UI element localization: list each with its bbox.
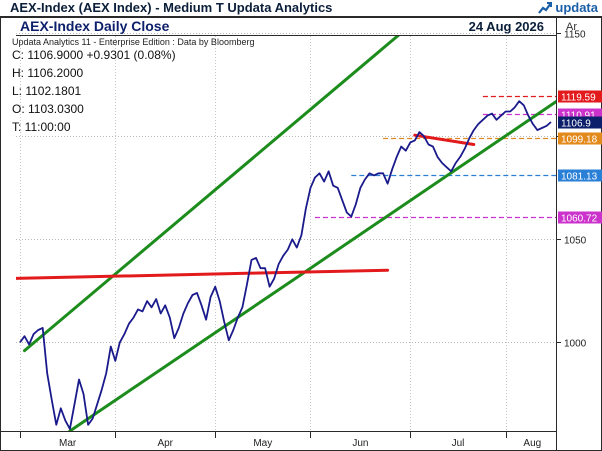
level-label: 1099.18 [561, 135, 598, 146]
x-tick-label: Aug [523, 438, 541, 449]
level-label: 1119.59 [561, 93, 596, 104]
quote-close: C: 1106.9000 +0.9301 (0.08%) [12, 48, 176, 62]
level-label-box [558, 90, 602, 103]
quote-low: L: 1102.1801 [12, 84, 82, 98]
trendline [16, 268, 390, 280]
updata-logo-icon [538, 1, 553, 14]
level-label-box [558, 132, 602, 145]
x-tick-label: Jun [352, 438, 368, 449]
time-axis: Mar Apr May Jun Jul Aug [20, 431, 541, 449]
chart-date: 24 Aug 2026 [469, 19, 544, 34]
x-tick-label: Jul [452, 438, 465, 449]
level-label-box [558, 116, 602, 129]
level-label-box [558, 211, 602, 224]
chart-subtitle: Updata Analytics 11 - Enterprise Edition… [12, 37, 254, 47]
level-label: 1060.72 [561, 214, 598, 225]
quote-high: H: 1106.2000 [12, 66, 83, 80]
price-series [19, 100, 552, 430]
trendline [23, 36, 400, 353]
axis-unit-label: Ar [566, 21, 577, 33]
level-lines [315, 95, 556, 219]
window-title: AEX-Index (AEX Index) - Medium T Updata … [10, 0, 333, 15]
chart-title: AEX-Index Daily Close [20, 18, 170, 34]
x-tick-label: Mar [59, 438, 77, 449]
y-tick-label: 1150 [564, 30, 586, 41]
x-tick-label: May [253, 438, 272, 449]
price-axis: 1150110010501000 [556, 30, 587, 350]
trendlines [16, 36, 556, 431]
y-tick-label: 1050 [564, 236, 587, 247]
updata-logo: updata [538, 0, 598, 15]
level-label: 1110.91 [561, 111, 596, 122]
series-line [19, 100, 552, 430]
x-tick-label: Apr [157, 438, 173, 449]
quote-open: O: 1103.0300 [12, 102, 84, 116]
level-label: 1106.9 [561, 119, 591, 130]
grid [16, 33, 556, 431]
level-label-box [558, 169, 602, 182]
logo-text: updata [555, 0, 598, 15]
y-tick-label: 1000 [564, 339, 587, 350]
trendline [68, 99, 556, 431]
level-label: 1081.13 [561, 172, 598, 183]
title-bar: AEX-Index (AEX Index) - Medium T Updata … [0, 0, 602, 16]
quote-time: T: 11:00:00 [12, 120, 71, 134]
